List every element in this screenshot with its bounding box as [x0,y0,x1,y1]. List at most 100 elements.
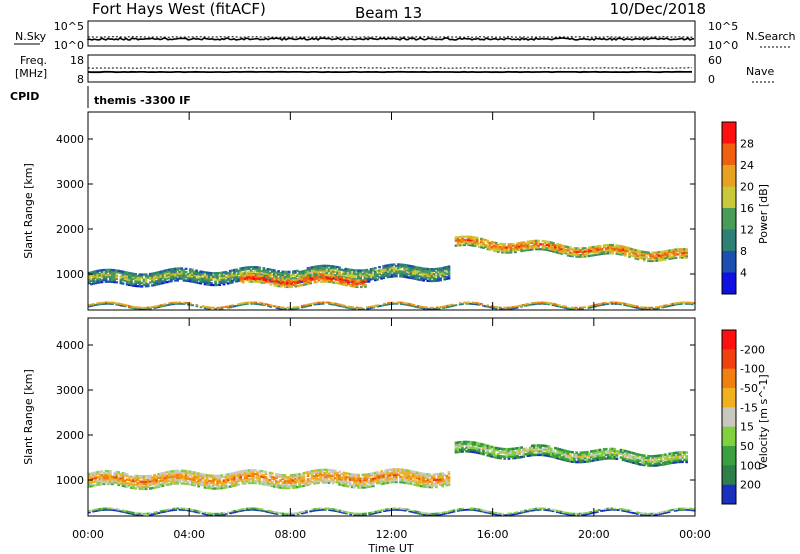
range-cell [445,277,449,280]
range-cell [418,511,422,514]
range-cell [210,514,213,516]
range-cell [193,480,196,483]
range-cell [98,272,102,276]
range-cell [355,479,358,482]
range-cell [250,278,253,282]
range-cell [408,509,412,511]
range-cell [613,455,617,458]
range-cell [426,271,430,274]
range-cell [552,455,555,459]
range-cell [579,306,582,309]
range-cell [395,471,398,475]
range-cell [298,474,301,478]
range-cell [429,514,433,517]
range-cell [224,482,228,485]
range-cell [604,451,608,455]
range-cell [607,457,610,460]
range-cell [294,280,298,283]
range-cell [355,285,359,288]
range-cell [503,244,507,247]
range-cell [607,455,610,458]
range-cell [288,514,291,517]
range-cell [545,446,549,450]
range-cell [545,452,549,455]
range-cell [520,246,523,249]
range-cell [119,478,123,482]
range-cell [549,244,553,247]
range-cell [262,275,266,278]
range-cell [590,450,593,453]
range-cell [98,269,102,272]
range-cell [309,277,312,280]
range-cell [357,306,361,309]
range-cell [418,479,421,482]
range-cell [368,307,371,310]
range-cell [535,453,538,457]
range-cell [598,251,602,254]
range-cell [284,285,287,288]
range-cell [591,511,595,514]
range-cell [547,249,551,252]
range-cell [203,475,207,478]
range-cell [292,280,296,283]
range-cell [579,457,583,460]
range-cell [526,454,530,457]
range-cell [617,248,621,251]
range-cell [203,271,207,274]
range-cell [619,245,623,248]
range-cell [313,265,316,269]
range-cell [201,279,205,282]
range-cell [539,508,542,511]
range-cell [676,509,679,512]
range-cell [134,513,138,516]
range-cell [224,272,228,275]
range-cell [634,257,638,260]
range-cell [336,479,339,482]
range-cell [123,481,127,484]
colorbar-tick-label: -200 [740,343,765,356]
range-cell [430,477,434,480]
range-cell [661,305,664,308]
range-cell [188,477,192,481]
range-cell [313,475,316,478]
range-cell [490,451,494,454]
range-cell [371,269,375,272]
range-cell [258,482,261,485]
range-cell [516,248,519,252]
range-cell [388,270,392,273]
range-cell [359,271,362,274]
range-cell [556,449,559,452]
range-cell [199,483,203,486]
range-cell [676,455,680,458]
range-cell [590,459,593,463]
range-cell [102,277,106,280]
range-cell [528,454,532,457]
range-cell [665,304,669,307]
range-cell [237,303,241,305]
range-cell [197,281,200,285]
range-cell [195,279,198,282]
range-cell [258,471,261,474]
range-cell [188,470,192,473]
range-cell [490,240,494,244]
range-cell [252,508,256,511]
range-cell [456,448,460,452]
range-cell [421,305,424,308]
range-cell [195,281,198,284]
range-cell [268,273,272,276]
range-cell [96,273,100,276]
range-cell [239,479,243,482]
range-cell [165,275,169,279]
range-cell [592,451,595,455]
range-cell [405,276,409,279]
range-cell [363,475,367,478]
range-cell [573,247,576,250]
range-cell [480,452,483,455]
range-cell [117,302,121,305]
range-cell [195,473,198,477]
range-cell [422,478,425,481]
range-cell [132,477,135,481]
range-cell [347,306,350,309]
range-cell [210,476,213,479]
range-cell [357,514,361,517]
